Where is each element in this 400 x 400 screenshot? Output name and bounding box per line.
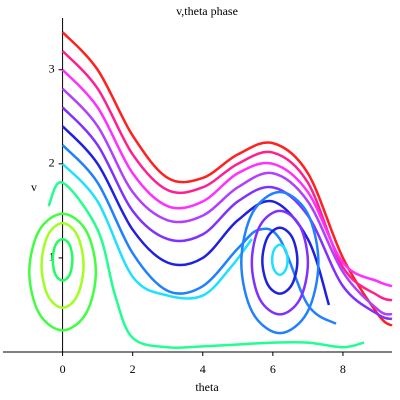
y-tick-label: 3 xyxy=(49,61,55,75)
trajectory xyxy=(40,221,85,310)
trajectory xyxy=(51,237,74,282)
x-axis-label: theta xyxy=(195,380,219,394)
trajectory xyxy=(61,106,393,321)
y-tick-label: 1 xyxy=(49,250,55,264)
trajectory xyxy=(61,68,393,288)
x-tick-label: 4 xyxy=(200,362,206,376)
x-tick-label: 0 xyxy=(60,362,66,376)
trajectory xyxy=(61,87,393,316)
y-axis-label: v xyxy=(31,180,37,194)
chart-title: v,theta phase xyxy=(176,4,238,18)
trajectory xyxy=(261,226,299,295)
trajectory xyxy=(61,50,393,302)
trajectory xyxy=(61,162,253,300)
trajectory xyxy=(61,144,337,325)
trajectory xyxy=(270,243,289,277)
trajectory xyxy=(240,190,320,335)
trajectory xyxy=(250,209,310,316)
trajectory xyxy=(47,181,365,350)
x-tick-label: 8 xyxy=(340,362,346,376)
x-tick-label: 6 xyxy=(270,362,276,376)
x-tick-label: 2 xyxy=(130,362,136,376)
trajectory xyxy=(61,31,393,327)
y-tick-label: 2 xyxy=(49,156,55,170)
trajectory xyxy=(28,212,98,332)
